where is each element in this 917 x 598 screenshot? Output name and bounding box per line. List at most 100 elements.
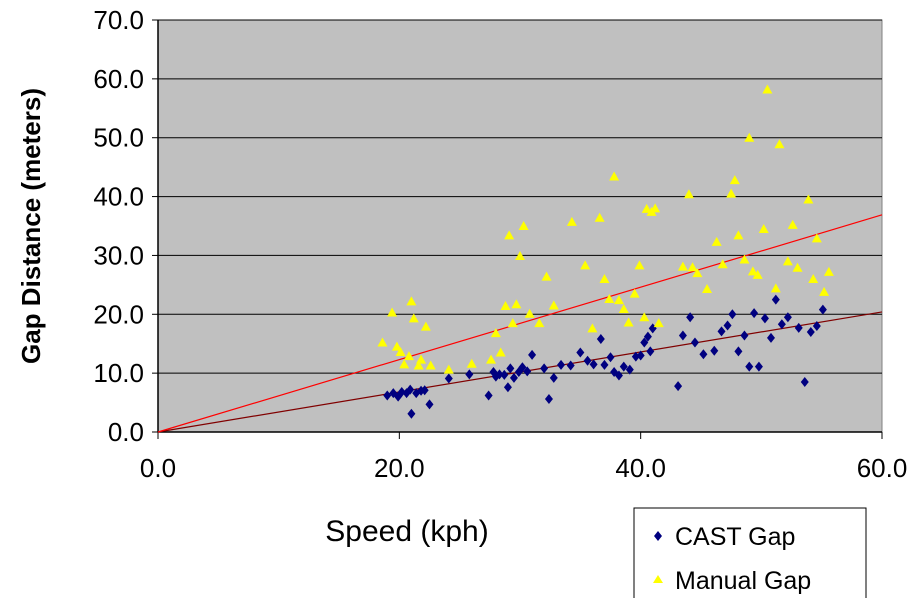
manual-gap-point — [702, 283, 713, 293]
manual-gap-point — [403, 351, 414, 361]
legend-label-cast-gap: CAST Gap — [675, 523, 795, 551]
manual-gap-point — [466, 358, 477, 368]
y-tick-label: 70.0 — [93, 5, 144, 35]
cast-gap-point — [425, 399, 434, 410]
cast-gap-point — [544, 394, 553, 405]
manual-gap-point — [770, 283, 781, 293]
manual-gap-point — [733, 230, 744, 240]
manual-gap-point — [729, 175, 740, 185]
plot-area — [157, 19, 883, 433]
cast-gap-point — [500, 369, 509, 380]
manual-gap-point — [758, 223, 769, 233]
manual-gap-point — [762, 84, 773, 94]
manual-gap-point — [782, 256, 793, 266]
cast-gap-point — [745, 361, 754, 372]
cast-gap-point — [420, 385, 429, 396]
cast-gap-point — [640, 337, 649, 348]
manual-gap-point — [599, 273, 610, 283]
cast-gap-point — [606, 352, 615, 363]
cast-gap-point — [625, 364, 634, 375]
manual-gap-point — [515, 251, 525, 261]
cast-gap-point — [734, 346, 743, 357]
manual-gap-point — [752, 269, 763, 279]
y-tick-label: 10.0 — [93, 358, 144, 388]
manual-gap-point — [683, 189, 694, 199]
cast-gap-point — [777, 319, 786, 330]
manual-gap-point — [580, 260, 591, 270]
cast-gap-point — [783, 312, 792, 323]
cast-gap-point — [766, 332, 775, 343]
manual-gap-point — [587, 323, 598, 333]
cast-gap-point — [678, 330, 687, 341]
cast-gap-point — [818, 304, 827, 315]
cast-gap-point — [600, 359, 609, 370]
cast-gap-point — [646, 346, 655, 357]
manual-gap-point — [653, 318, 664, 328]
manual-gap-point — [534, 318, 545, 328]
manual-gap-point — [613, 295, 624, 305]
manual-gap-point — [823, 266, 834, 276]
manual-gap-point — [420, 321, 431, 331]
cast-gap-point — [589, 359, 598, 370]
cast-gap-point — [583, 355, 592, 366]
x-tick-label: 60.0 — [857, 453, 908, 483]
manual-gap-point — [639, 312, 650, 322]
cast-gap-point — [643, 331, 652, 342]
cast-gap-point — [406, 384, 415, 395]
manual-gap-point — [495, 347, 506, 357]
gridlines — [158, 19, 882, 374]
legend-marker-cast-gap — [654, 531, 662, 541]
manual-gap-point — [808, 273, 819, 283]
manual-gap-point — [518, 221, 529, 230]
cast-gap-point — [614, 370, 623, 381]
manual-gap-point — [819, 286, 830, 296]
manual-gap-point — [650, 203, 661, 213]
cast-gap-point — [383, 390, 392, 401]
axes — [152, 19, 883, 439]
y-axis-label: Gap Distance (meters) — [16, 88, 46, 364]
manual-gap-point — [739, 254, 750, 264]
data-points — [377, 84, 834, 419]
cast-gap-point — [465, 369, 474, 380]
cast-gap-point — [503, 382, 512, 393]
y-tick-label: 60.0 — [93, 64, 144, 94]
x-tick-label: 0.0 — [140, 453, 176, 483]
x-axis-label: Speed (kph) — [325, 515, 488, 548]
x-tick-label: 20.0 — [374, 453, 425, 483]
manual-gap-point — [541, 271, 552, 281]
manual-gap-point — [500, 301, 511, 311]
cast-gap-point — [596, 334, 605, 345]
manual-gap-point — [726, 188, 737, 198]
y-tick-label: 0.0 — [108, 417, 144, 447]
manual-gap-point — [504, 230, 515, 240]
cast-gap-point — [699, 349, 708, 360]
cast-gap-point — [407, 408, 416, 419]
manual-gap-point — [803, 194, 814, 204]
y-tick-label: 20.0 — [93, 299, 144, 329]
manual-gap-point — [395, 346, 406, 356]
manual-gap-point — [604, 293, 615, 303]
manual-gap-point — [387, 307, 398, 317]
cast-gap-point — [509, 372, 518, 383]
cast-gap-point — [619, 361, 628, 372]
cast-gap-point — [728, 309, 737, 320]
manual-gap-point — [711, 236, 722, 246]
manual-gap-point — [744, 132, 755, 142]
manual-gap-point — [406, 296, 417, 306]
cast-gap-point — [754, 361, 763, 372]
manual-gap-point — [787, 219, 798, 229]
cast-gap-point — [717, 326, 726, 337]
manual-gap-point — [408, 313, 419, 323]
cast-gap-point — [806, 326, 815, 337]
manual-gap-point — [548, 300, 559, 310]
cast-gap-point — [557, 359, 566, 370]
cast-gap-point — [812, 321, 821, 332]
cast-gap-point — [444, 373, 453, 384]
manual-gap-point — [399, 359, 410, 369]
cast-gap-point — [549, 372, 558, 383]
manual-gap-point — [717, 259, 728, 269]
manual-gap-point — [792, 262, 803, 272]
manual-gap-point — [425, 360, 436, 370]
manual-gap-point — [443, 364, 454, 374]
manual-gap-point — [692, 268, 703, 278]
